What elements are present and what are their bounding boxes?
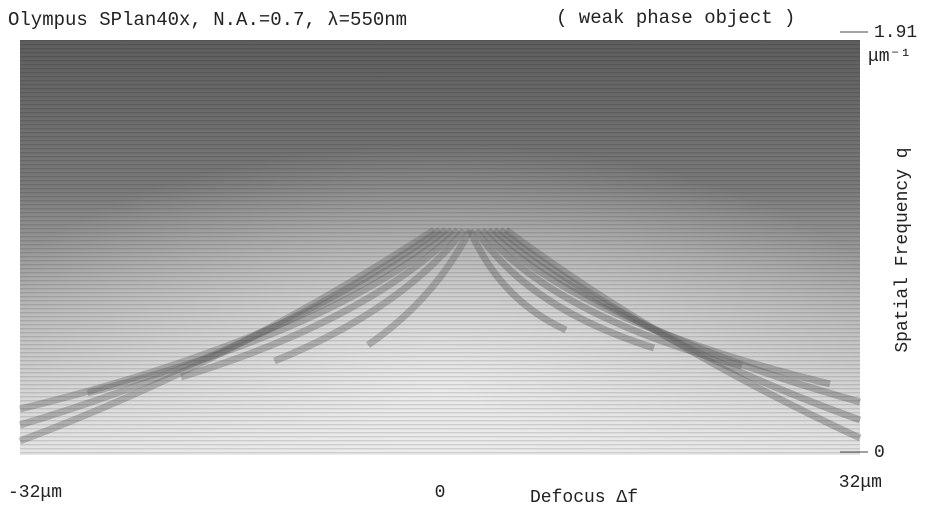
x-tick-label: 32μm: [839, 473, 882, 493]
x-tick-label: -32μm: [8, 483, 62, 503]
page: {"chart_data": { "type": "heatmap", "tit…: [0, 0, 928, 510]
scan-lines: [20, 40, 860, 455]
x-tick-label: 0: [435, 483, 446, 503]
y-axis-label: Spatial Frequency q: [893, 147, 913, 352]
y-tick-label: 0: [874, 443, 885, 463]
chart-title: Olympus SPlan40x, N.A.=0.7, λ=550nm: [8, 9, 407, 31]
image-plot: [20, 40, 860, 455]
y-unit: μm⁻¹: [868, 47, 911, 67]
x-axis-label: Defocus Δf: [530, 488, 638, 508]
y-tick-label: 1.91: [874, 23, 917, 43]
chart: Olympus SPlan40x, N.A.=0.7, λ=550nm ( we…: [0, 0, 928, 510]
chart-subtitle: ( weak phase object ): [556, 7, 795, 29]
